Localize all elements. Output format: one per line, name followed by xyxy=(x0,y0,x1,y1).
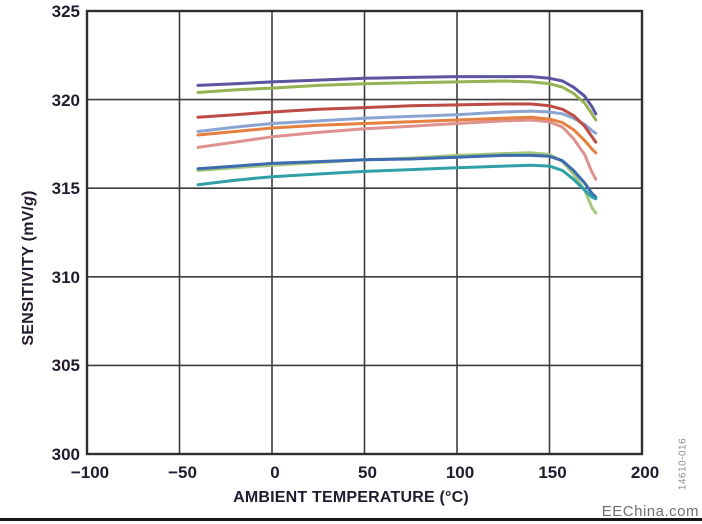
y-tick-label: 320 xyxy=(51,90,80,110)
bottom-divider-line xyxy=(0,518,702,521)
series-line-unit-light-green xyxy=(196,151,598,215)
x-tick-label: 0 xyxy=(270,463,280,482)
x-axis-label: AMBIENT TEMPERATURE (°C) xyxy=(0,489,702,507)
y-tick-label: 300 xyxy=(51,445,80,464)
series-line-unit-dark-red xyxy=(196,102,598,144)
series-line-unit-teal xyxy=(196,163,598,201)
y-tick-label: 315 xyxy=(51,179,80,199)
series-line-unit-steel-blue xyxy=(196,153,598,199)
watermark: EEChina.com xyxy=(601,503,699,520)
figure-code: 14610-016 xyxy=(677,437,689,491)
y-axis-label: SENSITIVITY (mV/g) xyxy=(20,190,38,345)
y-axis-label-post: ) xyxy=(20,190,37,196)
y-axis-label-italic-g: g xyxy=(20,195,37,206)
x-axis-label-text: AMBIENT TEMPERATURE (°C) xyxy=(233,489,469,506)
series-line-unit-orange xyxy=(196,115,598,155)
x-tick-label: 200 xyxy=(630,463,660,482)
y-tick-label: 305 xyxy=(51,356,80,376)
x-tick-label: 100 xyxy=(445,463,475,482)
y-axis-label-pre: SENSITIVITY (mV/ xyxy=(20,205,37,346)
x-tick-label: 150 xyxy=(538,463,567,482)
series-line-unit-salmon xyxy=(196,118,598,181)
x-tick-label: 50 xyxy=(358,463,377,482)
series-line-unit-olive-green xyxy=(196,79,598,122)
y-tick-label: 310 xyxy=(51,267,80,287)
x-tick-label: −50 xyxy=(168,463,197,482)
series-line-unit-purple xyxy=(196,75,598,116)
plot-border xyxy=(85,9,644,456)
x-tick-label: −100 xyxy=(70,463,110,482)
y-tick-label: 325 xyxy=(51,2,80,21)
